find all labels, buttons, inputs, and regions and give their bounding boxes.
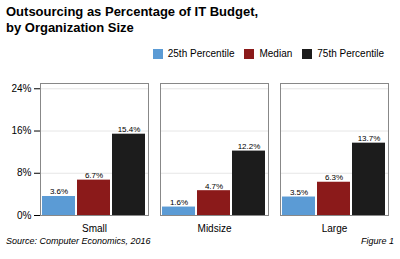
svg-text:0%: 0% [17, 210, 32, 221]
svg-text:3.5%: 3.5% [290, 188, 308, 197]
svg-text:15.4%: 15.4% [118, 125, 141, 134]
html-text:75th Percentile: 75th Percentile [317, 48, 384, 60]
svg-text:16%: 16% [11, 125, 31, 136]
html-text:25th Percentile: 25th Percentile [167, 48, 235, 60]
svg-text:6.3%: 6.3% [325, 173, 343, 182]
html-text:Outsourcing as Percentage of I: Outsourcing as Percentage of IT Budget, … [6, 4, 259, 35]
html-text:Median: Median [259, 48, 293, 60]
svg-text:Small: Small [82, 223, 107, 234]
svg-text:3.6%: 3.6% [50, 188, 68, 197]
svg-text:13.7%: 13.7% [358, 134, 381, 143]
svg-text:Large: Large [322, 223, 348, 234]
svg-text:Midsize: Midsize [198, 223, 232, 234]
svg-text:6.7%: 6.7% [85, 171, 103, 180]
html-text:Source: Computer Economics, 20: Source: Computer Economics, 2016 [6, 236, 151, 247]
svg-text:8%: 8% [17, 168, 32, 179]
svg-text:1.6%: 1.6% [170, 198, 188, 207]
svg-text:12.2%: 12.2% [238, 142, 261, 151]
svg-text:24%: 24% [11, 83, 31, 94]
html-text:Figure 1: Figure 1 [361, 236, 394, 247]
svg-text:4.7%: 4.7% [205, 182, 223, 191]
